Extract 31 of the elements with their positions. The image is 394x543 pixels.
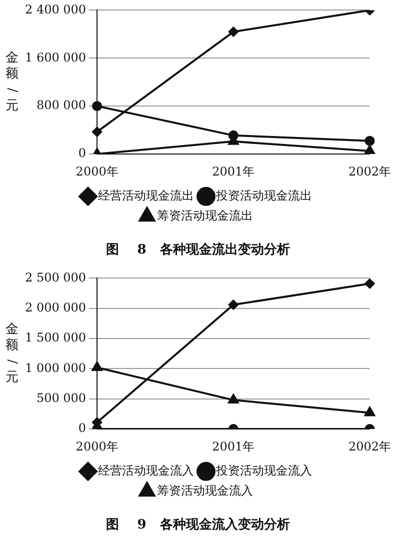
legend-label: 投资活动现金流入 xyxy=(215,464,312,478)
point xyxy=(228,394,239,404)
point xyxy=(364,278,375,289)
legend-label: 经营活动现金流入 xyxy=(98,464,194,478)
text: 图 9 各种现金流入变动分析 xyxy=(106,516,290,533)
x-tick-label: 2002年 xyxy=(348,164,392,178)
y-tick-label: 800 000 xyxy=(36,98,86,112)
text: 图 8 各种现金流出变动分析 xyxy=(106,242,290,258)
y-axis-title: 金额/元 xyxy=(4,50,20,114)
legend-label: 筹资活动现金流入 xyxy=(157,484,253,498)
x-tick-label: 2002年 xyxy=(348,439,392,454)
y-tick-label: 2 500 000 xyxy=(24,270,86,284)
x-tick-label: 2001年 xyxy=(212,164,255,178)
y-tick-label: 2 400 000 xyxy=(24,2,86,16)
legend-label: 投资活动现金流出 xyxy=(215,188,312,203)
y-tick-label: 1 500 000 xyxy=(24,330,86,345)
legend-label: 筹资活动现金流出 xyxy=(157,208,253,223)
y-tick-label: 500 000 xyxy=(36,390,86,405)
point xyxy=(92,361,102,371)
point xyxy=(364,406,376,416)
legend-label: 经营活动现金流出 xyxy=(98,188,194,203)
y-tick-label: 0 xyxy=(78,146,86,160)
x-tick-label: 2001年 xyxy=(212,439,255,454)
x-tick-label: 2000年 xyxy=(76,439,118,454)
y-tick-label: 0 xyxy=(78,421,86,436)
y-axis-title: 金额/元 xyxy=(4,322,20,385)
point xyxy=(228,300,238,310)
x-tick-label: 2000年 xyxy=(76,164,118,178)
y-tick-label: 1 600 000 xyxy=(24,50,86,64)
y-tick-label: 1 000 000 xyxy=(24,360,86,375)
y-tick-label: 2 000 000 xyxy=(24,300,86,314)
